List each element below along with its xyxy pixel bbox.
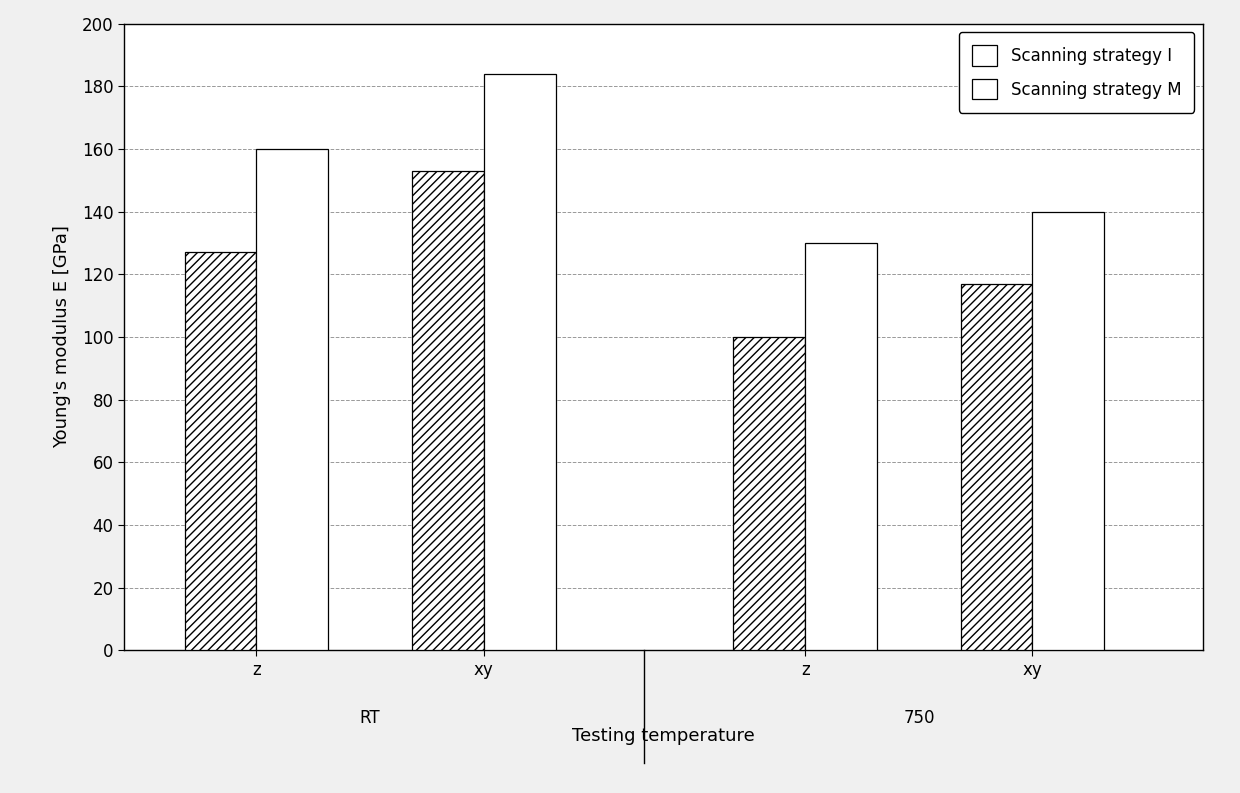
Bar: [733, 337, 805, 650]
Bar: [1033, 212, 1105, 650]
Bar: [412, 171, 484, 650]
Bar: [257, 149, 329, 650]
Bar: [961, 284, 1033, 650]
Bar: [185, 252, 257, 650]
X-axis label: Testing temperature: Testing temperature: [572, 727, 755, 745]
Text: RT: RT: [360, 709, 381, 726]
Legend: Scanning strategy I, Scanning strategy M: Scanning strategy I, Scanning strategy M: [959, 33, 1194, 113]
Y-axis label: Young's modulus E [GPa]: Young's modulus E [GPa]: [53, 225, 71, 449]
Bar: [805, 243, 877, 650]
Text: 750: 750: [903, 709, 935, 726]
Bar: [484, 74, 556, 650]
